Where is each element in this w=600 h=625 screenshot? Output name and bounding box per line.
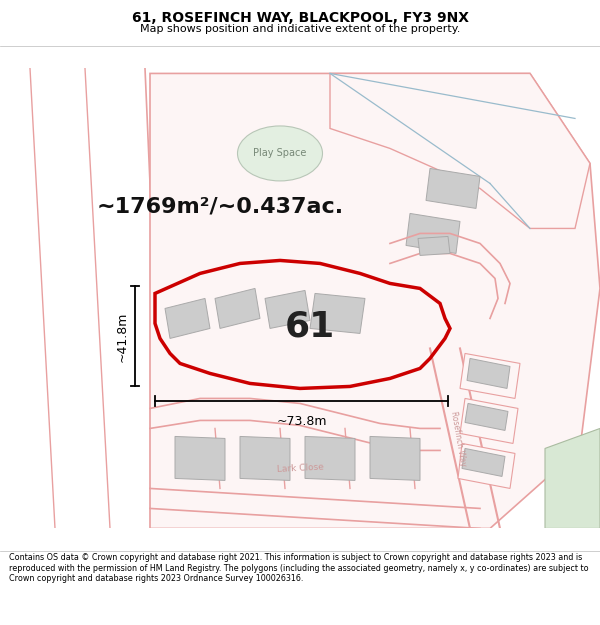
Polygon shape — [418, 236, 450, 256]
Text: ~73.8m: ~73.8m — [276, 416, 327, 429]
Polygon shape — [165, 298, 210, 339]
Polygon shape — [150, 73, 600, 529]
Ellipse shape — [238, 126, 323, 181]
Polygon shape — [370, 436, 420, 481]
Text: Lark Close: Lark Close — [276, 462, 324, 474]
Polygon shape — [330, 73, 590, 228]
Text: 61, ROSEFINCH WAY, BLACKPOOL, FY3 9NX: 61, ROSEFINCH WAY, BLACKPOOL, FY3 9NX — [131, 11, 469, 26]
Polygon shape — [215, 289, 260, 329]
Text: ~1769m²/~0.437ac.: ~1769m²/~0.437ac. — [97, 196, 344, 216]
Polygon shape — [465, 404, 508, 431]
Polygon shape — [265, 291, 310, 329]
Polygon shape — [545, 429, 600, 529]
Polygon shape — [462, 449, 505, 476]
Polygon shape — [426, 168, 480, 209]
Polygon shape — [458, 444, 515, 489]
Polygon shape — [240, 436, 290, 481]
Text: Contains OS data © Crown copyright and database right 2021. This information is : Contains OS data © Crown copyright and d… — [9, 554, 589, 583]
Polygon shape — [460, 399, 518, 444]
Text: ~41.8m: ~41.8m — [116, 311, 129, 362]
Text: Map shows position and indicative extent of the property.: Map shows position and indicative extent… — [140, 24, 460, 34]
Polygon shape — [406, 213, 460, 254]
Polygon shape — [310, 294, 365, 334]
Text: 61: 61 — [285, 309, 335, 344]
Polygon shape — [460, 354, 520, 399]
Polygon shape — [305, 436, 355, 481]
Polygon shape — [467, 358, 510, 388]
Text: Rosefinch Way: Rosefinch Way — [449, 410, 467, 467]
Polygon shape — [175, 436, 225, 481]
Text: Play Space: Play Space — [253, 148, 307, 158]
